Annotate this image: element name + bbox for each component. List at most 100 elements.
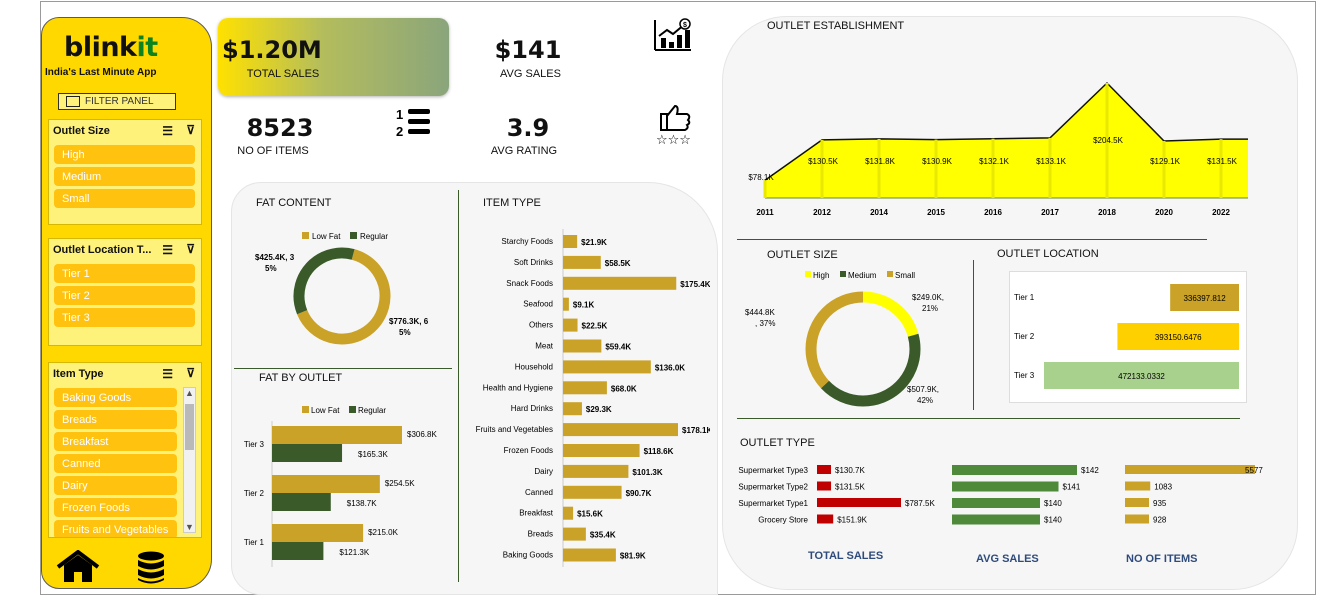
slicer-item-canned[interactable]: Canned [54,454,177,473]
slicer-item-dairy[interactable]: Dairy [54,476,177,495]
bar-avg-sales-supermarket-type3 [952,465,1077,475]
fat-by-outlet-chart: Low Fat Regular Tier 3 $306.8K $165.3K Tier 2… [244,406,437,567]
slicer-item-high[interactable]: High [54,145,195,164]
data-label-2020: $129.1K [1150,157,1180,166]
data-label-meat: $59.4K [605,343,631,352]
bar-total-sales-supermarket-type1 [817,498,901,507]
data-label-2016: $132.1K [979,157,1009,166]
data-label-tier-2: 393150.6476 [1155,333,1202,342]
slicer-item-tier-2[interactable]: Tier 2 [54,286,195,305]
tick-label-2011: 2011 [756,208,774,217]
scroll-down-icon[interactable]: ▼ [185,522,194,532]
scroll-thumb[interactable] [185,404,194,450]
slicer-outlet-size: Outlet Size ☰ ⊽ High Medium Small [48,119,202,225]
bar-no-of-items-supermarket-type1 [1125,498,1149,507]
area-line [764,81,1248,181]
data-label-medium: $507.9K, 42% [907,385,939,405]
bar-total-sales-supermarket-type2 [817,481,832,491]
data-label-avg-sales-supermarket-type3: $142 [1081,466,1099,475]
data-label-total-sales-supermarket-type2: $131.5K [835,483,865,492]
slicer-item-medium[interactable]: Medium [54,167,195,186]
svg-text:$: $ [683,22,687,29]
clear-filter-icon[interactable]: ⊽ [186,242,195,256]
clear-filter-icon[interactable]: ⊽ [186,123,195,137]
bar-avg-sales-grocery-store [952,514,1040,525]
data-label-breads: $35.4K [590,531,616,540]
data-label-regular-tier-3: $165.3K [358,450,388,459]
data-label-high: $249.0K, 21% [912,293,944,313]
slicer-item-breads[interactable]: Breads [54,410,177,429]
outlet-size-chart: High Medium Small $249.0K, 21% $507.9K, 42… [745,271,944,407]
tick-label-tier-2: Tier 2 [244,489,265,498]
slicer-title: Item Type [53,368,104,380]
multi-select-icon[interactable]: ☰ [162,124,173,138]
bar-low-fat-tier-3 [272,426,402,444]
data-label-low-fat-tier-3: $306.8K [407,430,437,439]
data-label-no-of-items-supermarket-type2: 1083 [1154,483,1172,492]
area-fill [765,83,1248,198]
data-label-2018: $204.5K [1093,136,1123,145]
data-label-2011: $78.1K [748,173,774,182]
bar-fruits-and-vegetables [563,423,678,437]
data-label-baking-goods: $81.9K [620,552,646,561]
kpi-avg-rating-label: AVG RATING [490,145,558,157]
multi-select-icon[interactable]: ☰ [162,243,173,257]
bar-tier-2 [1117,323,1239,350]
legend-swatch-low-fat [302,232,309,239]
donut-slice-medium [805,291,921,407]
data-label-breakfast: $15.6K [577,510,603,519]
data-label-no-of-items-grocery-store: 928 [1153,516,1167,525]
slicer-title: Outlet Location T... [53,244,152,256]
bar-hard-drinks [563,402,582,416]
home-icon[interactable] [56,550,100,584]
slicer-scrollbar[interactable]: ▲ ▼ [183,387,196,533]
legend-label-low-fat: Low Fat [311,406,340,415]
divider [737,418,1240,419]
divider [737,239,1207,240]
slicer-item-frozen-foods[interactable]: Frozen Foods [54,498,177,517]
data-label-no-of-items-supermarket-type1: 935 [1153,499,1167,508]
legend-swatch-small [887,271,893,277]
tick-label-supermarket-type1: Supermarket Type1 [738,499,808,508]
kpi-items-value: 8523 [246,114,314,142]
bar-regular-tier-3 [272,444,343,462]
bar-others [563,318,578,332]
data-label-total-sales-supermarket-type1: $787.5K [905,499,935,508]
slicer-item-tier-3[interactable]: Tier 3 [54,308,195,327]
outlet-location-title: OUTLET LOCATION [997,248,1099,260]
multi-select-icon[interactable]: ☰ [162,367,173,381]
data-label-avg-sales-supermarket-type1: $140 [1044,499,1062,508]
slicer-item-breakfast[interactable]: Breakfast [54,432,177,451]
donut-slice-small [805,291,921,407]
tick-label-2016: 2016 [984,208,1002,217]
svg-text:1: 1 [396,107,403,122]
legend-swatch-medium [840,271,846,277]
tick-label-breads: Breads [528,530,553,539]
data-label-regular-tier-2: $138.7K [347,499,377,508]
scroll-up-icon[interactable]: ▲ [185,388,194,398]
tick-label-household: Household [515,362,553,371]
clear-filter-icon[interactable]: ⊽ [186,366,195,380]
tick-label-grocery-store: Grocery Store [758,516,808,525]
filter-panel-button[interactable]: FILTER PANEL [58,93,176,110]
slicer-item-fruits-and-vegetables[interactable]: Fruits and Vegetables [54,520,177,537]
svg-text:2: 2 [396,124,403,139]
outlet-size-title: OUTLET SIZE [767,249,838,261]
database-icon[interactable] [136,551,166,585]
bar-dairy [563,464,629,478]
data-label-hard-drinks: $29.3K [586,405,612,414]
caption-total-sales: TOTAL SALES [808,550,884,562]
tick-label-fruits-and-vegetables: Fruits and Vegetables [476,425,553,434]
slicer-item-baking-goods[interactable]: Baking Goods [54,388,177,407]
rating-thumbs-up-icon: ☆☆☆ [656,104,691,146]
bar-soft-drinks [563,255,601,269]
data-label-canned: $90.7K [626,489,652,498]
slicer-item-small[interactable]: Small [54,189,195,208]
tick-label-2015: 2015 [927,208,945,217]
slicer-item-tier-1[interactable]: Tier 1 [54,264,195,283]
data-label-small: $444.8K, 37% [745,308,775,328]
donut-slice-regular [293,247,391,345]
bar-tier-3 [1044,362,1239,389]
kpi-avg-sales-label: AVG SALES [500,68,561,80]
